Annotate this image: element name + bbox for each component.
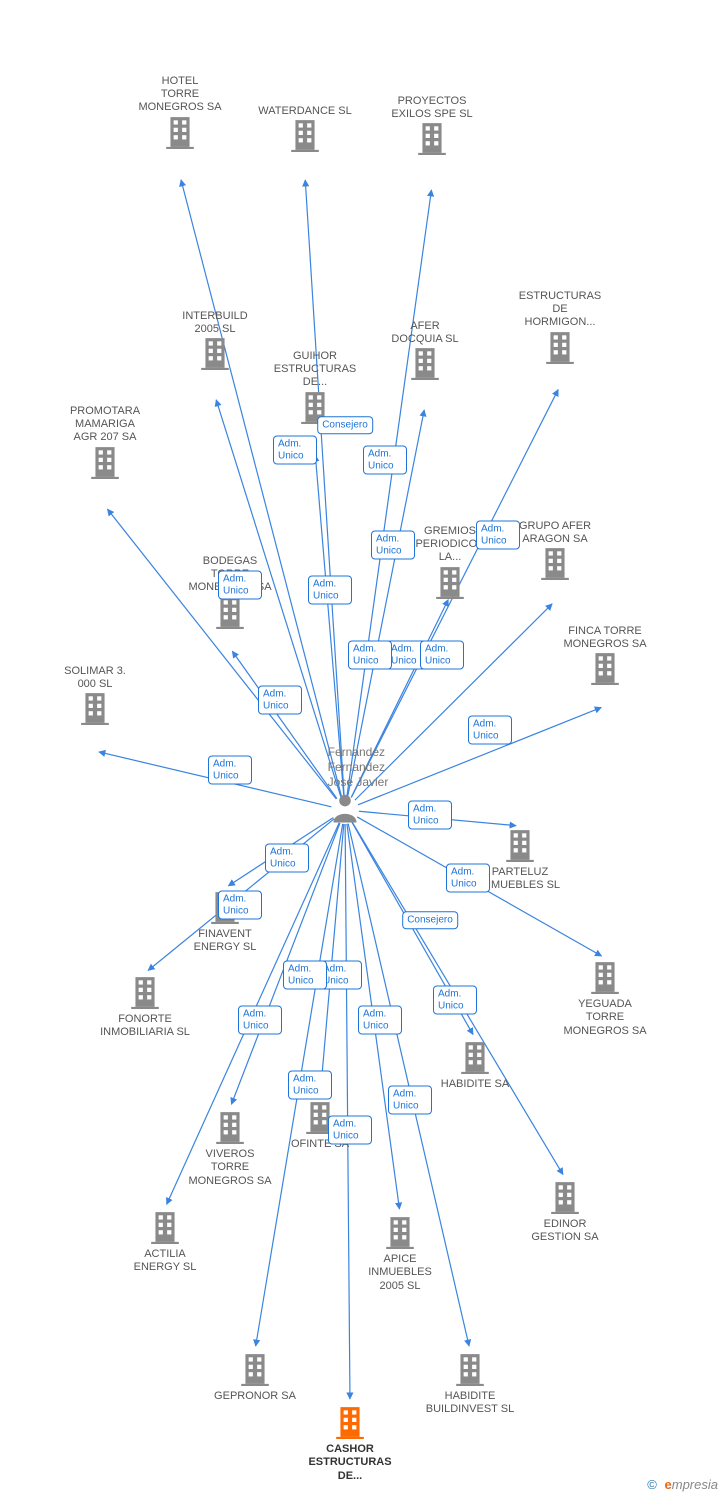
copyright-symbol: © bbox=[647, 1477, 657, 1492]
edge-label-guihor: Consejero bbox=[317, 416, 373, 434]
edge-line-waterdance bbox=[305, 180, 344, 796]
edge-label-habiditeb: Adm. Unico bbox=[388, 1086, 432, 1115]
edge-label-solimar: Adm. Unico bbox=[208, 756, 252, 785]
edge-line-proyectos bbox=[347, 190, 432, 796]
edge-label-yeguada: Adm. Unico bbox=[446, 864, 490, 893]
edge-label-gepronor: Adm. Unico bbox=[288, 1071, 332, 1100]
company-label: GUIHOR ESTRUCTURAS DE... bbox=[260, 350, 370, 390]
company-label: INTERBUILD 2005 SL bbox=[160, 310, 270, 336]
company-label: SOLIMAR 3. 000 SL bbox=[40, 665, 150, 691]
brand-first-letter: e bbox=[665, 1477, 672, 1492]
edge-label-cashor: Adm. Unico bbox=[328, 1116, 372, 1145]
building-icon bbox=[465, 828, 575, 866]
company-label: FINCA TORRE MONEGROS SA bbox=[550, 625, 660, 651]
company-node-waterdance[interactable]: WATERDANCE SL bbox=[250, 105, 360, 156]
company-node-yeguada[interactable]: YEGUADA TORRE MONEGROS SA bbox=[550, 960, 660, 1038]
company-label: VIVEROS TORRE MONEGROS SA bbox=[175, 1148, 285, 1188]
company-label: APICE INMUEBLES 2005 SL bbox=[345, 1253, 455, 1293]
building-icon bbox=[295, 1405, 405, 1443]
building-icon bbox=[510, 1180, 620, 1218]
building-icon bbox=[175, 1110, 285, 1148]
company-node-habiditeb[interactable]: HABIDITE BUILDINVEST SL bbox=[415, 1352, 525, 1417]
edge-label-waterdance: Adm. Unico bbox=[308, 576, 352, 605]
company-label: HABIDITE BUILDINVEST SL bbox=[415, 1390, 525, 1416]
company-label: PROMOTARA MAMARIGA AGR 207 SA bbox=[50, 405, 160, 445]
building-icon bbox=[125, 115, 235, 153]
company-label: GEPRONOR SA bbox=[200, 1390, 310, 1403]
edge-label-edinor: Adm. Unico bbox=[433, 986, 477, 1015]
edge-label-parteluz: Adm. Unico bbox=[408, 801, 452, 830]
company-node-afer[interactable]: AFER DOCQUIA SL bbox=[370, 320, 480, 385]
company-label: AFER DOCQUIA SL bbox=[370, 320, 480, 346]
building-icon bbox=[550, 651, 660, 689]
edge-label-habidite: Consejero bbox=[402, 911, 458, 929]
building-icon bbox=[90, 975, 200, 1013]
building-icon bbox=[250, 118, 360, 156]
building-icon bbox=[550, 960, 660, 998]
building-icon bbox=[40, 691, 150, 729]
edge-label-apice: Adm. Unico bbox=[358, 1006, 402, 1035]
company-node-gepronor[interactable]: GEPRONOR SA bbox=[200, 1352, 310, 1403]
company-node-actilia[interactable]: ACTILIA ENERGY SL bbox=[110, 1210, 220, 1275]
company-label: ESTRUCTURAS DE HORMIGON... bbox=[505, 290, 615, 330]
edge-label-bodegas: Adm. Unico bbox=[348, 641, 392, 670]
edge-label-interbuild: Adm. Unico bbox=[218, 571, 262, 600]
building-icon bbox=[505, 330, 615, 368]
center-person-label: Fernandez Fernandez Jose Javier bbox=[328, 745, 389, 790]
building-icon bbox=[160, 336, 270, 374]
person-icon bbox=[331, 793, 359, 828]
company-node-apice[interactable]: APICE INMUEBLES 2005 SL bbox=[345, 1215, 455, 1293]
company-node-promotara[interactable]: PROMOTARA MAMARIGA AGR 207 SA bbox=[50, 405, 160, 483]
company-label: YEGUADA TORRE MONEGROS SA bbox=[550, 998, 660, 1038]
company-node-fonorte[interactable]: FONORTE INMOBILIARIA SL bbox=[90, 975, 200, 1040]
edge-label-fonorte: Adm. Unico bbox=[218, 891, 262, 920]
building-icon bbox=[415, 1352, 525, 1390]
building-icon bbox=[200, 1352, 310, 1390]
edge-label-afer: Adm. Unico bbox=[371, 531, 415, 560]
company-node-viveros[interactable]: VIVEROS TORRE MONEGROS SA bbox=[175, 1110, 285, 1188]
edge-label-viveros: Adm. Unico bbox=[283, 961, 327, 990]
building-icon bbox=[395, 565, 505, 603]
company-node-cashor[interactable]: CASHOR ESTRUCTURAS DE... bbox=[295, 1405, 405, 1483]
company-label: HOTEL TORRE MONEGROS SA bbox=[125, 75, 235, 115]
company-node-interbuild[interactable]: INTERBUILD 2005 SL bbox=[160, 310, 270, 375]
company-node-solimar[interactable]: SOLIMAR 3. 000 SL bbox=[40, 665, 150, 730]
edge-label-finca: Adm. Unico bbox=[468, 716, 512, 745]
building-icon bbox=[500, 546, 610, 584]
footer-attribution: © empresia bbox=[647, 1477, 718, 1492]
company-label: FONORTE INMOBILIARIA SL bbox=[90, 1013, 200, 1039]
edge-line-ofinte bbox=[320, 824, 343, 1094]
edge-label-hotel: Adm. Unico bbox=[273, 436, 317, 465]
company-node-estructuras[interactable]: ESTRUCTURAS DE HORMIGON... bbox=[505, 290, 615, 368]
company-label: FINAVENT ENERGY SL bbox=[170, 928, 280, 954]
building-icon bbox=[110, 1210, 220, 1248]
building-icon bbox=[420, 1040, 530, 1078]
company-label: WATERDANCE SL bbox=[250, 105, 360, 118]
company-node-habidite[interactable]: HABIDITE SA bbox=[420, 1040, 530, 1091]
company-label: CASHOR ESTRUCTURAS DE... bbox=[295, 1443, 405, 1483]
edge-label-finavent: Adm. Unico bbox=[265, 844, 309, 873]
company-label: ACTILIA ENERGY SL bbox=[110, 1248, 220, 1274]
brand-rest: mpresia bbox=[672, 1477, 718, 1492]
building-icon bbox=[50, 445, 160, 483]
company-node-proyectos[interactable]: PROYECTOS EXILOS SPE SL bbox=[377, 95, 487, 160]
edge-label-proyectos: Adm. Unico bbox=[363, 446, 407, 475]
company-node-finca[interactable]: FINCA TORRE MONEGROS SA bbox=[550, 625, 660, 690]
edge-label-actilia: Adm. Unico bbox=[238, 1006, 282, 1035]
company-label: PROYECTOS EXILOS SPE SL bbox=[377, 95, 487, 121]
company-label: HABIDITE SA bbox=[420, 1078, 530, 1091]
building-icon bbox=[175, 595, 285, 633]
company-label: EDINOR GESTION SA bbox=[510, 1218, 620, 1244]
company-node-hotel[interactable]: HOTEL TORRE MONEGROS SA bbox=[125, 75, 235, 153]
building-icon bbox=[345, 1215, 455, 1253]
building-icon bbox=[370, 346, 480, 384]
company-node-edinor[interactable]: EDINOR GESTION SA bbox=[510, 1180, 620, 1245]
building-icon bbox=[377, 121, 487, 159]
edge-label-promotara: Adm. Unico bbox=[258, 686, 302, 715]
edge-label-estructuras: Adm. Unico bbox=[476, 521, 520, 550]
edge-label-grupoafer: Adm. Unico bbox=[420, 641, 464, 670]
